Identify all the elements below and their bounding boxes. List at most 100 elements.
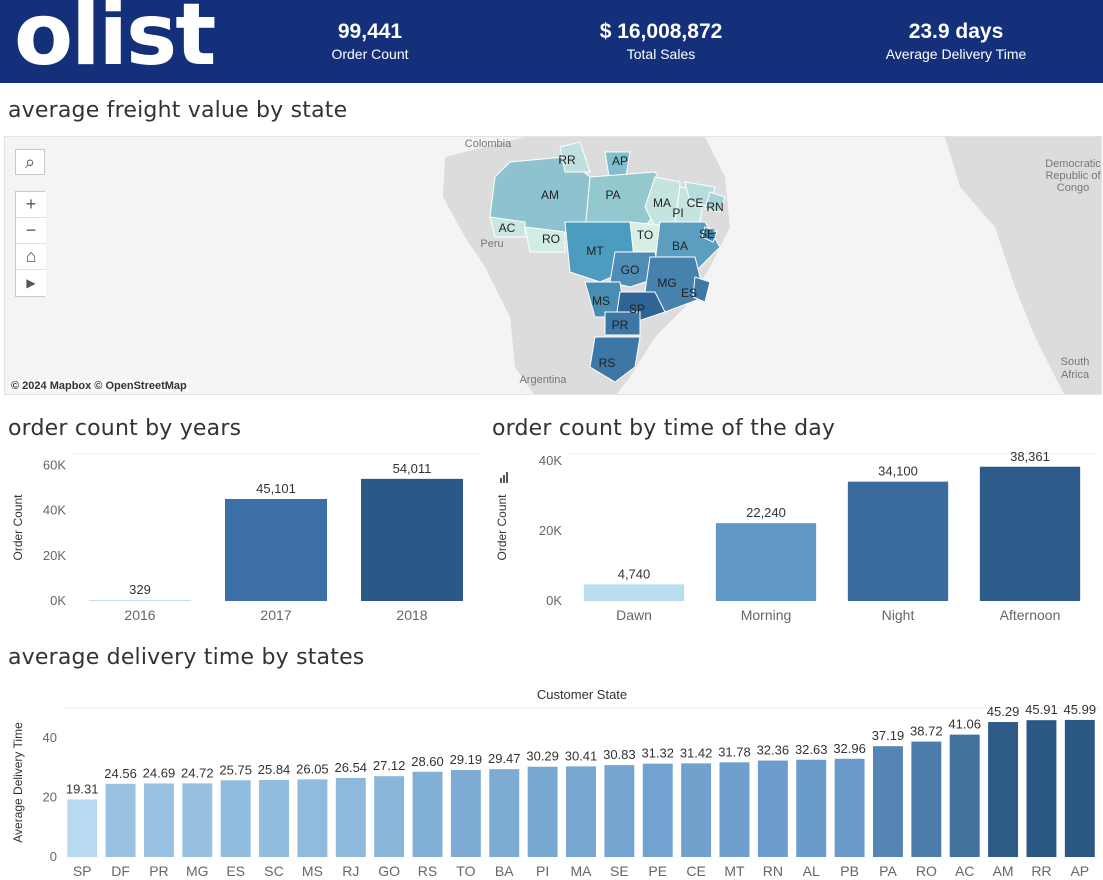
data-label: 32.36 bbox=[757, 743, 790, 758]
state-pr bbox=[604, 311, 641, 336]
kpi-value: $ 16,008,872 bbox=[599, 20, 723, 43]
freight-title: average freight value by state bbox=[8, 98, 348, 123]
place-label: South bbox=[1061, 356, 1090, 368]
place-label: Democratic bbox=[1045, 158, 1101, 170]
kpi-order-count: 99,441 Order Count bbox=[260, 20, 480, 64]
bar[interactable] bbox=[220, 780, 251, 857]
place-label: Colombia bbox=[465, 138, 512, 150]
bar[interactable] bbox=[757, 760, 788, 857]
x-tick-label: RS bbox=[418, 863, 437, 879]
bar[interactable] bbox=[911, 741, 942, 857]
timeofday-title: order count by time of the day bbox=[492, 416, 836, 441]
bar[interactable] bbox=[583, 584, 685, 601]
bar[interactable] bbox=[450, 770, 481, 857]
bar[interactable] bbox=[297, 779, 328, 857]
chart-years: 0K 20K 40K 60K Order Count 329 2016 45,101 2017 5… bbox=[11, 453, 480, 623]
bar[interactable] bbox=[105, 783, 136, 857]
state-rs bbox=[589, 336, 641, 383]
bar[interactable] bbox=[182, 783, 213, 857]
place-label: Congo bbox=[1057, 182, 1089, 194]
data-label: 45,101 bbox=[256, 481, 296, 496]
years-title: order count by years bbox=[8, 416, 242, 441]
state-label: GO bbox=[621, 263, 640, 277]
state-rr bbox=[559, 141, 591, 173]
bar[interactable] bbox=[412, 771, 443, 857]
bar[interactable] bbox=[89, 600, 191, 601]
state-label: PA bbox=[605, 188, 620, 202]
bar[interactable] bbox=[872, 746, 903, 857]
bar[interactable] bbox=[719, 762, 750, 857]
bar[interactable] bbox=[374, 776, 405, 857]
chart-icon[interactable] bbox=[500, 472, 508, 483]
kpi-label: Total Sales bbox=[626, 46, 696, 62]
bar[interactable] bbox=[225, 499, 327, 601]
y-tick-label: 40 bbox=[43, 730, 57, 745]
bar[interactable] bbox=[143, 783, 174, 857]
bar[interactable] bbox=[1064, 719, 1095, 857]
state-label: MS bbox=[592, 294, 610, 308]
state-label: BA bbox=[672, 239, 688, 253]
x-tick-label: Morning bbox=[741, 607, 792, 623]
x-tick-label: MS bbox=[302, 863, 323, 879]
data-label: 38.72 bbox=[910, 724, 943, 739]
bar[interactable] bbox=[604, 765, 635, 857]
x-tick-label: BA bbox=[495, 863, 514, 879]
play-icon[interactable]: ▶ bbox=[16, 270, 46, 296]
x-tick-label: PA bbox=[879, 863, 897, 879]
bar[interactable] bbox=[1026, 720, 1057, 857]
data-label: 24.72 bbox=[181, 765, 214, 780]
bar[interactable] bbox=[335, 777, 366, 857]
bar[interactable] bbox=[566, 766, 596, 857]
data-label: 26.05 bbox=[296, 761, 329, 776]
map-canvas[interactable]: RR AP AM PA MA CE RN PI AC RO TO SE MT B… bbox=[5, 137, 1102, 395]
data-label: 25.84 bbox=[258, 762, 291, 777]
data-label: 26.54 bbox=[335, 760, 368, 775]
bar[interactable] bbox=[681, 763, 712, 857]
kpi-total-sales: $ 16,008,872 Total Sales bbox=[551, 20, 771, 64]
kpi-label: Average Delivery Time bbox=[885, 46, 1027, 62]
y-tick-label: 20K bbox=[539, 523, 562, 538]
bar[interactable] bbox=[67, 799, 98, 857]
minus-icon[interactable]: − bbox=[16, 218, 46, 244]
bar[interactable] bbox=[527, 766, 558, 857]
data-label: 25.75 bbox=[219, 762, 252, 777]
state-label: MA bbox=[653, 196, 671, 210]
bar[interactable] bbox=[715, 523, 817, 601]
state-label: RO bbox=[542, 232, 560, 246]
bar[interactable] bbox=[489, 769, 520, 857]
y-tick-label: 40K bbox=[43, 503, 66, 518]
data-label: 24.69 bbox=[143, 765, 176, 780]
y-axis-label: Order Count bbox=[11, 494, 25, 561]
map-zoom-controls: + − ⌂ ▶ bbox=[15, 191, 46, 297]
data-label: 34,100 bbox=[878, 464, 918, 479]
place-label: Republic of bbox=[1045, 170, 1101, 182]
state-ac bbox=[489, 216, 526, 238]
x-tick-label: CE bbox=[686, 863, 705, 879]
y-tick-label: 20 bbox=[43, 789, 57, 804]
olist-logo: olist bbox=[14, 0, 216, 85]
search-icon[interactable]: ⌕ bbox=[15, 149, 45, 175]
state-rn bbox=[704, 191, 726, 213]
kpi-label: Order Count bbox=[331, 46, 409, 62]
plus-icon[interactable]: + bbox=[16, 192, 46, 218]
data-label: 30.29 bbox=[526, 749, 559, 764]
data-label: 29.19 bbox=[450, 752, 483, 767]
bar[interactable] bbox=[979, 466, 1081, 601]
bar[interactable] bbox=[847, 481, 949, 601]
bar[interactable] bbox=[834, 758, 865, 857]
bar[interactable] bbox=[949, 734, 980, 857]
freight-map[interactable]: RR AP AM PA MA CE RN PI AC RO TO SE MT B… bbox=[4, 136, 1102, 395]
state-mg bbox=[644, 256, 706, 313]
bar[interactable] bbox=[988, 722, 1019, 857]
bar[interactable] bbox=[642, 763, 673, 857]
bar[interactable] bbox=[796, 759, 827, 857]
map-toolbar: ⌕ + − ⌂ ▶ bbox=[15, 149, 47, 297]
state-label: SE bbox=[699, 227, 715, 241]
state-ro bbox=[524, 226, 566, 253]
data-label: 45.99 bbox=[1064, 702, 1097, 717]
map-attribution[interactable]: © 2024 Mapbox © OpenStreetMap bbox=[9, 380, 189, 392]
x-tick-label: AC bbox=[955, 863, 974, 879]
bar[interactable] bbox=[361, 478, 463, 601]
bar[interactable] bbox=[259, 779, 290, 857]
home-icon[interactable]: ⌂ bbox=[16, 244, 46, 270]
